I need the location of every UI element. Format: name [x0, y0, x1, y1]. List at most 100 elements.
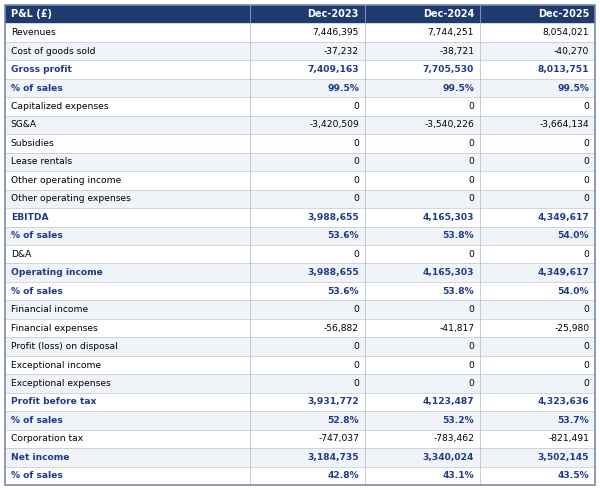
Text: Net income: Net income: [11, 453, 70, 462]
Text: 8,013,751: 8,013,751: [538, 65, 589, 74]
Text: 3,340,024: 3,340,024: [422, 453, 474, 462]
Text: 4,123,487: 4,123,487: [422, 397, 474, 407]
Text: Cost of goods sold: Cost of goods sold: [11, 47, 95, 55]
Text: P&L (£): P&L (£): [11, 9, 52, 19]
Text: 99.5%: 99.5%: [442, 83, 474, 93]
FancyBboxPatch shape: [5, 393, 595, 411]
FancyBboxPatch shape: [5, 448, 595, 466]
FancyBboxPatch shape: [5, 171, 595, 190]
Text: 7,744,251: 7,744,251: [428, 28, 474, 37]
Text: 99.5%: 99.5%: [327, 83, 359, 93]
Text: % of sales: % of sales: [11, 416, 62, 425]
FancyBboxPatch shape: [5, 116, 595, 134]
FancyBboxPatch shape: [5, 134, 595, 153]
Text: 0: 0: [583, 176, 589, 185]
Text: 0: 0: [353, 379, 359, 388]
Text: 4,323,636: 4,323,636: [538, 397, 589, 407]
Text: -747,037: -747,037: [318, 435, 359, 443]
Text: 0: 0: [468, 250, 474, 259]
Text: Financial income: Financial income: [11, 305, 88, 314]
Text: 0: 0: [468, 139, 474, 148]
FancyBboxPatch shape: [5, 60, 595, 79]
Text: -38,721: -38,721: [439, 47, 474, 55]
Text: 53.6%: 53.6%: [328, 287, 359, 295]
FancyBboxPatch shape: [5, 430, 595, 448]
Text: -3,664,134: -3,664,134: [539, 121, 589, 129]
FancyBboxPatch shape: [5, 79, 595, 97]
Text: 54.0%: 54.0%: [558, 287, 589, 295]
FancyBboxPatch shape: [5, 190, 595, 208]
Text: 0: 0: [353, 361, 359, 369]
Text: % of sales: % of sales: [11, 231, 62, 240]
Text: Profit (loss) on disposal: Profit (loss) on disposal: [11, 342, 118, 351]
Text: 7,446,395: 7,446,395: [313, 28, 359, 37]
Text: 0: 0: [583, 195, 589, 203]
FancyBboxPatch shape: [5, 245, 595, 264]
Text: 4,165,303: 4,165,303: [422, 213, 474, 222]
Text: % of sales: % of sales: [11, 471, 62, 480]
Text: % of sales: % of sales: [11, 287, 62, 295]
Text: 53.8%: 53.8%: [442, 287, 474, 295]
Text: 53.2%: 53.2%: [442, 416, 474, 425]
Text: 0: 0: [468, 305, 474, 314]
Text: Subsidies: Subsidies: [11, 139, 55, 148]
Text: Profit before tax: Profit before tax: [11, 397, 96, 407]
FancyBboxPatch shape: [5, 97, 595, 116]
Text: 0: 0: [353, 250, 359, 259]
Text: -3,420,509: -3,420,509: [309, 121, 359, 129]
Text: Lease rentals: Lease rentals: [11, 157, 72, 167]
Text: 0: 0: [468, 102, 474, 111]
FancyBboxPatch shape: [5, 226, 595, 245]
Text: 53.6%: 53.6%: [328, 231, 359, 240]
Text: -41,817: -41,817: [439, 323, 474, 333]
Text: 0: 0: [468, 157, 474, 167]
Text: Other operating expenses: Other operating expenses: [11, 195, 131, 203]
FancyBboxPatch shape: [5, 337, 595, 356]
Text: SG&A: SG&A: [11, 121, 37, 129]
Text: 99.5%: 99.5%: [557, 83, 589, 93]
Text: Dec-2025: Dec-2025: [538, 9, 589, 19]
Text: Dec-2023: Dec-2023: [308, 9, 359, 19]
Text: 0: 0: [583, 139, 589, 148]
FancyBboxPatch shape: [5, 5, 595, 24]
Text: 0: 0: [468, 195, 474, 203]
Text: 0: 0: [583, 102, 589, 111]
Text: 3,502,145: 3,502,145: [538, 453, 589, 462]
FancyBboxPatch shape: [5, 356, 595, 374]
Text: 0: 0: [583, 342, 589, 351]
Text: D&A: D&A: [11, 250, 31, 259]
FancyBboxPatch shape: [5, 300, 595, 319]
Text: 4,349,617: 4,349,617: [538, 268, 589, 277]
Text: -56,882: -56,882: [324, 323, 359, 333]
Text: 7,409,163: 7,409,163: [307, 65, 359, 74]
Text: -40,270: -40,270: [554, 47, 589, 55]
Text: 0: 0: [468, 176, 474, 185]
FancyBboxPatch shape: [5, 42, 595, 60]
Text: 3,988,655: 3,988,655: [307, 213, 359, 222]
Text: Dec-2024: Dec-2024: [422, 9, 474, 19]
FancyBboxPatch shape: [5, 264, 595, 282]
Text: -3,540,226: -3,540,226: [424, 121, 474, 129]
Text: 3,184,735: 3,184,735: [307, 453, 359, 462]
FancyBboxPatch shape: [5, 282, 595, 300]
Text: -783,462: -783,462: [433, 435, 474, 443]
FancyBboxPatch shape: [5, 319, 595, 337]
Text: 0: 0: [583, 250, 589, 259]
Text: 0: 0: [353, 139, 359, 148]
Text: 54.0%: 54.0%: [558, 231, 589, 240]
FancyBboxPatch shape: [5, 24, 595, 42]
Text: -25,980: -25,980: [554, 323, 589, 333]
Text: 4,165,303: 4,165,303: [422, 268, 474, 277]
Text: 7,705,530: 7,705,530: [422, 65, 474, 74]
Text: 43.1%: 43.1%: [442, 471, 474, 480]
Text: 3,931,772: 3,931,772: [307, 397, 359, 407]
Text: Financial expenses: Financial expenses: [11, 323, 98, 333]
Text: Operating income: Operating income: [11, 268, 103, 277]
Text: Exceptional expenses: Exceptional expenses: [11, 379, 110, 388]
Text: 42.8%: 42.8%: [328, 471, 359, 480]
Text: 53.7%: 53.7%: [557, 416, 589, 425]
Text: 0: 0: [353, 195, 359, 203]
Text: 0: 0: [353, 305, 359, 314]
Text: -821,491: -821,491: [548, 435, 589, 443]
Text: Other operating income: Other operating income: [11, 176, 121, 185]
